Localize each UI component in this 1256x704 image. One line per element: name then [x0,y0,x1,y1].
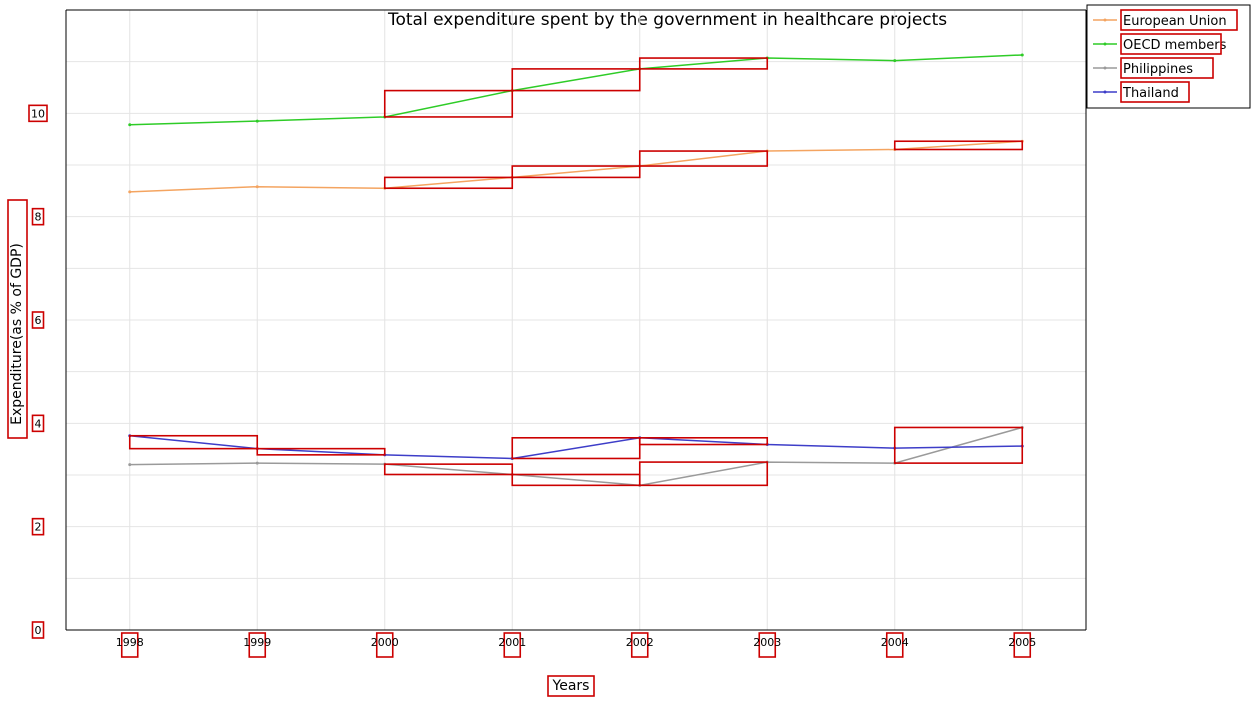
segment-box [893,426,1024,464]
legend-frame [1086,4,1251,109]
series-line [129,426,1023,487]
x-tick-label: 2001 [498,636,526,649]
data-point [255,461,259,465]
legend-label-box [1120,33,1222,55]
segment-box [511,68,641,92]
segment-box [128,434,259,450]
data-point [128,463,132,467]
grid [66,9,1086,631]
data-point [893,59,897,63]
segment-box [383,176,514,190]
data-point [128,190,132,194]
label-overlay-boxes [28,57,1032,658]
x-tick-label: 2003 [753,636,781,649]
x-tick-box [120,632,139,658]
legend-label: OECD members [1123,38,1227,53]
series-lines [128,53,1024,487]
segment-box [638,150,769,167]
y-tick-label: 0 [35,624,42,637]
x-tick-label: 1999 [243,636,271,649]
x-tick-label: 2005 [1008,636,1036,649]
y-tick-box [28,104,48,123]
legend-marker [1103,18,1107,22]
data-point [255,185,259,189]
segment-box [638,461,769,487]
y-axis-title: Expenditure(as % of GDP) [9,243,25,425]
x-tick-box [630,632,649,658]
data-point [255,119,259,123]
legend-marker [1103,66,1107,70]
legend-marker [1103,90,1107,94]
legend-marker [1103,42,1107,46]
x-tick-label: 2004 [881,636,909,649]
segment-box [511,165,641,179]
chart-title: Total expenditure spent by the governmen… [387,10,947,30]
series-line [129,434,1023,460]
y-tick-box [31,311,45,329]
x-tick-box [503,632,522,658]
y-tick-label: 2 [35,521,42,534]
segment-box [383,89,514,118]
y-tick-label: 10 [31,107,45,120]
x-tick-box [375,632,394,658]
x-tick-label: 1998 [116,636,144,649]
x-tick-label: 2002 [626,636,654,649]
legend-label: European Union [1123,14,1227,29]
x-tick-box [1013,632,1032,658]
legend-label-box [1120,9,1238,31]
axes [65,9,1087,631]
y-tick-label: 8 [35,211,42,224]
y-tick-box [31,517,45,536]
legend: European Union OECD members Philippines Tha… [1086,4,1251,109]
x-tick-box [248,632,267,658]
legend-label: Thailand [1122,86,1179,101]
data-point [1020,53,1024,57]
legend-label-box [1120,81,1190,103]
segment-box [511,436,641,460]
tick-labels: 0 2 4 6 8 10 1998 1999 2000 2001 2002 2003 2004 2005 [31,107,1036,649]
y-tick-box [31,414,45,433]
x-tick-box [758,632,777,658]
segment-box [893,140,1024,151]
y-tick-label: 4 [35,417,42,430]
x-axis-title: Years [552,678,590,694]
legend-label: Philippines [1123,62,1193,77]
x-tick-box [885,632,904,658]
series-line [129,54,1023,126]
legend-label-box [1120,57,1214,79]
segment-box [383,463,514,476]
series-line [129,140,1023,193]
x-tick-label: 2000 [371,636,399,649]
y-tick-label: 6 [35,314,42,327]
segment-box [638,436,769,446]
y-tick-box [31,207,45,226]
segment-box [256,447,386,456]
data-point [128,123,132,127]
y-tick-box [31,621,45,639]
segment-box [638,57,769,70]
